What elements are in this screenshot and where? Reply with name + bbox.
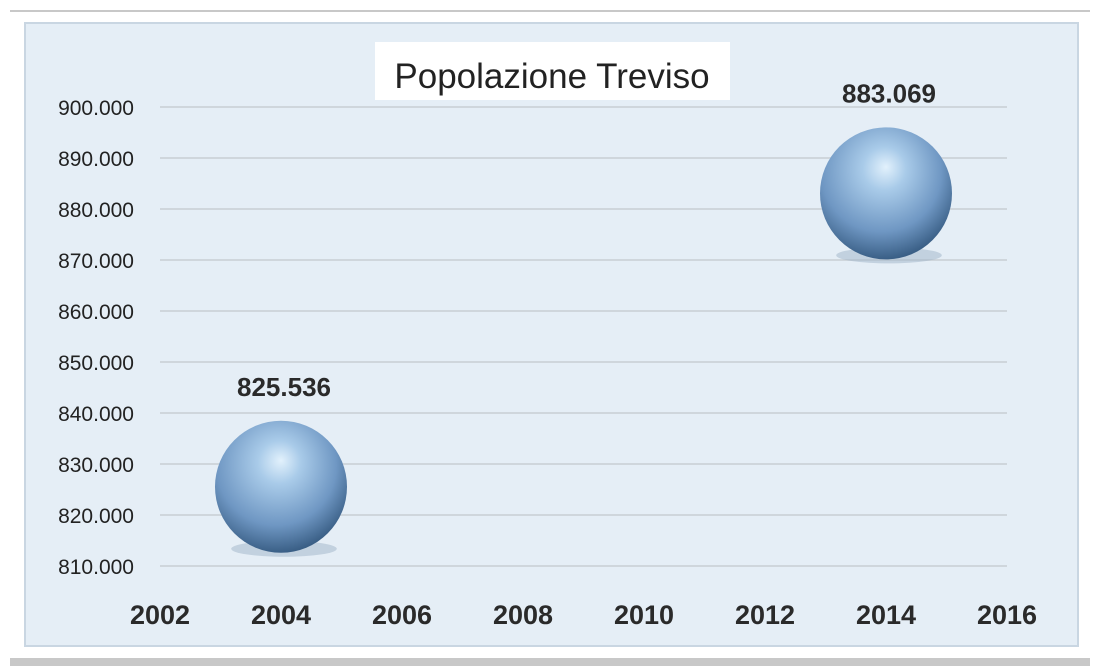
bottom-divider bbox=[10, 658, 1090, 666]
y-axis: 810.000 820.000 830.000 840.000 850.000 860.0… bbox=[58, 97, 134, 579]
chart-panel bbox=[24, 22, 1079, 647]
data-bubble bbox=[215, 420, 347, 553]
y-tick-label: 870.000 bbox=[58, 250, 134, 273]
title-box bbox=[375, 42, 730, 100]
y-tick-label: 890.000 bbox=[58, 148, 134, 171]
x-axis: 2002 2004 2006 2008 2010 2012 2014 2016 bbox=[130, 600, 1037, 630]
data-label: 825.536 bbox=[237, 372, 331, 402]
x-tick-label: 2006 bbox=[372, 600, 432, 630]
chart-title: Popolazione Treviso bbox=[394, 57, 709, 96]
x-tick-label: 2014 bbox=[856, 600, 916, 630]
y-tick-label: 830.000 bbox=[58, 454, 134, 477]
y-tick-label: 810.000 bbox=[58, 556, 134, 579]
data-points: 825.536 883.069 bbox=[215, 78, 952, 557]
x-tick-label: 2008 bbox=[493, 600, 553, 630]
y-tick-label: 840.000 bbox=[58, 403, 134, 426]
x-tick-label: 2010 bbox=[614, 600, 674, 630]
y-tick-label: 820.000 bbox=[58, 505, 134, 528]
x-tick-label: 2002 bbox=[130, 600, 190, 630]
y-tick-label: 860.000 bbox=[58, 301, 134, 324]
x-tick-label: 2004 bbox=[251, 600, 311, 630]
data-bubble bbox=[820, 127, 952, 260]
y-tick-label: 880.000 bbox=[58, 199, 134, 222]
top-divider bbox=[10, 10, 1090, 12]
data-label: 883.069 bbox=[842, 78, 936, 108]
x-tick-label: 2012 bbox=[735, 600, 795, 630]
y-tick-label: 850.000 bbox=[58, 352, 134, 375]
y-tick-label: 900.000 bbox=[58, 97, 134, 120]
x-tick-label: 2016 bbox=[977, 600, 1037, 630]
